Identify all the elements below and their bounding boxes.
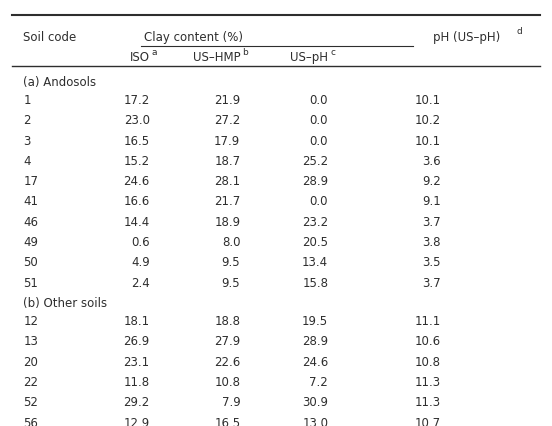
Text: 41: 41 — [23, 196, 38, 208]
Text: 7.2: 7.2 — [310, 376, 328, 389]
Text: US–HMP: US–HMP — [193, 52, 240, 64]
Text: 4: 4 — [23, 155, 31, 168]
Text: 52: 52 — [23, 396, 38, 409]
Text: 20: 20 — [23, 356, 38, 368]
Text: 1: 1 — [23, 94, 31, 107]
Text: 11.3: 11.3 — [415, 376, 440, 389]
Text: 13.4: 13.4 — [302, 256, 328, 269]
Text: 27.2: 27.2 — [214, 114, 240, 127]
Text: ISO: ISO — [130, 52, 150, 64]
Text: 21.9: 21.9 — [214, 94, 240, 107]
Text: 15.2: 15.2 — [124, 155, 150, 168]
Text: 3.7: 3.7 — [422, 277, 440, 290]
Text: 29.2: 29.2 — [124, 396, 150, 409]
Text: 17.2: 17.2 — [124, 94, 150, 107]
Text: 23.1: 23.1 — [124, 356, 150, 368]
Text: 56: 56 — [23, 417, 38, 426]
Text: 11.3: 11.3 — [415, 396, 440, 409]
Text: 27.9: 27.9 — [214, 335, 240, 348]
Text: 3.8: 3.8 — [422, 236, 440, 249]
Text: (a) Andosols: (a) Andosols — [23, 76, 97, 89]
Text: 3.6: 3.6 — [422, 155, 440, 168]
Text: 22.6: 22.6 — [214, 356, 240, 368]
Text: 10.7: 10.7 — [415, 417, 440, 426]
Text: 4.9: 4.9 — [131, 256, 150, 269]
Text: 8.0: 8.0 — [222, 236, 240, 249]
Text: 23.2: 23.2 — [302, 216, 328, 229]
Text: US–pH: US–pH — [290, 52, 328, 64]
Text: 12.9: 12.9 — [124, 417, 150, 426]
Text: 30.9: 30.9 — [302, 396, 328, 409]
Text: 12: 12 — [23, 315, 38, 328]
Text: 2.4: 2.4 — [131, 277, 150, 290]
Text: 16.6: 16.6 — [124, 196, 150, 208]
Text: 10.1: 10.1 — [415, 94, 440, 107]
Text: 7.9: 7.9 — [221, 396, 240, 409]
Text: 9.5: 9.5 — [222, 256, 240, 269]
Text: a: a — [152, 48, 157, 57]
Text: d: d — [516, 27, 522, 36]
Text: 10.6: 10.6 — [415, 335, 440, 348]
Text: 24.6: 24.6 — [124, 175, 150, 188]
Text: 17: 17 — [23, 175, 38, 188]
Text: 9.5: 9.5 — [222, 277, 240, 290]
Text: 17.9: 17.9 — [214, 135, 240, 147]
Text: 10.8: 10.8 — [415, 356, 440, 368]
Text: 9.1: 9.1 — [422, 196, 440, 208]
Text: Clay content (%): Clay content (%) — [144, 31, 243, 44]
Text: 10.2: 10.2 — [415, 114, 440, 127]
Text: 3.5: 3.5 — [422, 256, 440, 269]
Text: 3: 3 — [23, 135, 31, 147]
Text: 11.8: 11.8 — [124, 376, 150, 389]
Text: 13.0: 13.0 — [302, 417, 328, 426]
Text: 26.9: 26.9 — [124, 335, 150, 348]
Text: 50: 50 — [23, 256, 38, 269]
Text: 0.0: 0.0 — [310, 135, 328, 147]
Text: 23.0: 23.0 — [124, 114, 150, 127]
Text: 28.9: 28.9 — [302, 335, 328, 348]
Text: 20.5: 20.5 — [302, 236, 328, 249]
Text: b: b — [242, 48, 248, 57]
Text: 0.0: 0.0 — [310, 94, 328, 107]
Text: 16.5: 16.5 — [124, 135, 150, 147]
Text: 18.8: 18.8 — [214, 315, 240, 328]
Text: 18.9: 18.9 — [214, 216, 240, 229]
Text: 10.1: 10.1 — [415, 135, 440, 147]
Text: 14.4: 14.4 — [124, 216, 150, 229]
Text: 18.7: 18.7 — [214, 155, 240, 168]
Text: 11.1: 11.1 — [415, 315, 440, 328]
Text: c: c — [331, 48, 336, 57]
Text: pH (US–pH): pH (US–pH) — [433, 31, 500, 44]
Text: 18.1: 18.1 — [124, 315, 150, 328]
Text: Soil code: Soil code — [23, 31, 77, 44]
Text: 9.2: 9.2 — [422, 175, 440, 188]
Text: 22: 22 — [23, 376, 38, 389]
Text: 10.8: 10.8 — [214, 376, 240, 389]
Text: 13: 13 — [23, 335, 38, 348]
Text: 0.0: 0.0 — [310, 114, 328, 127]
Text: 15.8: 15.8 — [302, 277, 328, 290]
Text: 28.9: 28.9 — [302, 175, 328, 188]
Text: (b) Other soils: (b) Other soils — [23, 297, 108, 310]
Text: 3.7: 3.7 — [422, 216, 440, 229]
Text: 0.0: 0.0 — [310, 196, 328, 208]
Text: 16.5: 16.5 — [214, 417, 240, 426]
Text: 28.1: 28.1 — [214, 175, 240, 188]
Text: 2: 2 — [23, 114, 31, 127]
Text: 49: 49 — [23, 236, 38, 249]
Text: 21.7: 21.7 — [214, 196, 240, 208]
Text: 46: 46 — [23, 216, 38, 229]
Text: 19.5: 19.5 — [302, 315, 328, 328]
Text: 25.2: 25.2 — [302, 155, 328, 168]
Text: 0.6: 0.6 — [131, 236, 150, 249]
Text: 51: 51 — [23, 277, 38, 290]
Text: 24.6: 24.6 — [302, 356, 328, 368]
